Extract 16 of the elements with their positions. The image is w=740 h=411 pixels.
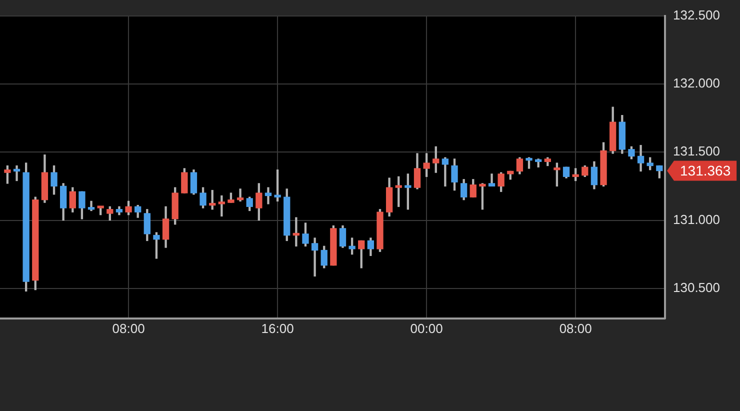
candlestick bbox=[311, 238, 318, 276]
y-tick-label: 132.000 bbox=[673, 76, 720, 91]
x-tick-label: 08:00 bbox=[112, 320, 145, 336]
x-tick-label: 16:00 bbox=[261, 320, 294, 336]
y-tick-label: 130.500 bbox=[673, 280, 720, 295]
candlestick bbox=[264, 187, 272, 204]
text: 131.363 bbox=[680, 162, 731, 179]
x-tick-label: 00:00 bbox=[410, 320, 443, 336]
candlestick bbox=[13, 165, 20, 182]
x-tick-label: 08:00 bbox=[559, 320, 592, 336]
y-tick-label: 131.000 bbox=[673, 212, 720, 227]
candlestick bbox=[292, 217, 300, 246]
candlestick bbox=[442, 157, 449, 187]
candlestick bbox=[236, 188, 244, 202]
y-tick-label: 131.500 bbox=[673, 144, 720, 159]
y-tick-label: 132.500 bbox=[673, 7, 720, 22]
